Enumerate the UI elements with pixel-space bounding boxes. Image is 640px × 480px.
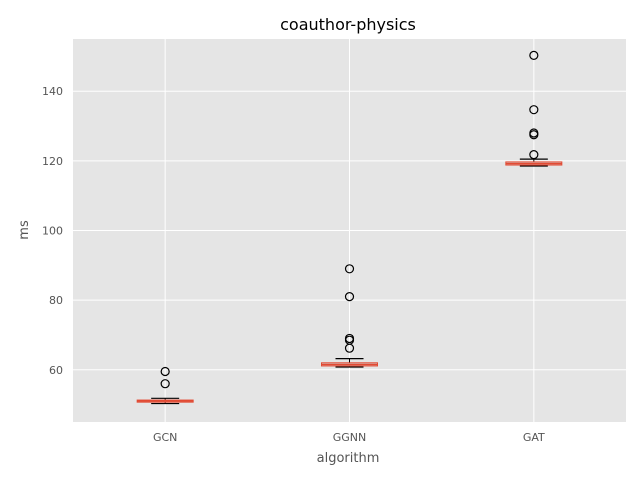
tick-labels: 60 80 100 120 140 GCN GGNN GAT [42, 85, 545, 444]
y-tick-label: 60 [49, 364, 63, 377]
outlier-point [529, 128, 539, 138]
outlier-point [529, 105, 539, 115]
x-tick-label: GAT [523, 431, 545, 444]
chart-title: coauthor-physics [280, 15, 416, 34]
y-tick-label: 140 [42, 85, 63, 98]
outlier-point [344, 264, 355, 274]
box-group-gcn [136, 366, 194, 405]
outlier-point [529, 149, 539, 160]
x-tick-label: GCN [153, 431, 177, 444]
outlier-point [344, 333, 355, 344]
outlier-point [160, 379, 170, 389]
outlier-point [344, 292, 355, 302]
y-tick-label: 120 [42, 155, 63, 168]
y-tick-label: 80 [49, 294, 63, 307]
box-group-gat [505, 50, 563, 167]
x-tick-label: GGNN [333, 431, 367, 444]
y-tick-label: 100 [42, 225, 63, 238]
box-group-ggnn [321, 264, 378, 368]
outlier-point [160, 366, 170, 377]
outlier-point [529, 50, 539, 60]
y-axis-label: ms [17, 220, 32, 240]
chart-marks [136, 50, 563, 405]
x-axis-label: algorithm [317, 451, 380, 466]
